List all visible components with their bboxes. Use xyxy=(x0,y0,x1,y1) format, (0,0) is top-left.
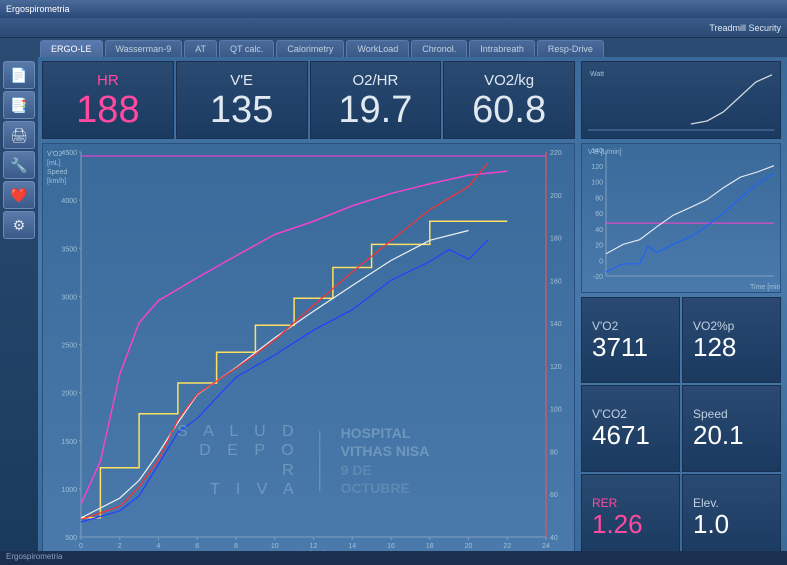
app-title: Ergospirometria xyxy=(6,4,70,14)
svg-text:20: 20 xyxy=(465,543,473,550)
svg-text:140: 140 xyxy=(550,321,562,328)
svg-text:3500: 3500 xyxy=(61,246,77,253)
tool2-icon[interactable]: ⚙ xyxy=(3,211,35,239)
heart-icon[interactable]: ❤️ xyxy=(3,181,35,209)
svg-text:-20: -20 xyxy=(593,274,603,281)
metric-o2hr: O2/HR19.7 xyxy=(310,61,442,139)
svg-text:Watt: Watt xyxy=(590,71,604,78)
svg-text:80: 80 xyxy=(595,195,603,202)
tab-workload[interactable]: WorkLoad xyxy=(346,40,409,57)
left-icon-bar: 📄📑🖨🔧❤️⚙ xyxy=(0,57,38,564)
svg-text:[mL]: [mL] xyxy=(47,160,61,167)
svg-text:0: 0 xyxy=(79,543,83,550)
svg-text:120: 120 xyxy=(550,364,562,371)
tab-wasserman9[interactable]: Wasserman-9 xyxy=(105,40,183,57)
print-icon[interactable]: 🖨 xyxy=(3,121,35,149)
tab-at[interactable]: AT xyxy=(184,40,217,57)
metric-ve: V'E135 xyxy=(176,61,308,139)
svg-text:500: 500 xyxy=(65,535,77,542)
svg-text:16: 16 xyxy=(387,543,395,550)
svg-text:100: 100 xyxy=(591,180,603,187)
svg-text:14: 14 xyxy=(348,543,356,550)
svg-text:18: 18 xyxy=(426,543,434,550)
right-column: Watt 140120100806040200-20V'E [L/min]Tim… xyxy=(581,61,781,560)
tab-bar: ERGO-LEWasserman-9ATQT calc.CalorimetryW… xyxy=(0,38,787,57)
main: 📄📑🖨🔧❤️⚙ HR188V'E135O2/HR19.7VO2/kg60.8 0… xyxy=(0,57,787,564)
tab-ergole[interactable]: ERGO-LE xyxy=(40,40,103,57)
toolbar-right: Treadmill Security xyxy=(709,23,781,33)
stat-elev: Elev.1.0 xyxy=(682,474,781,560)
svg-text:1000: 1000 xyxy=(61,487,77,494)
stats-grid: V'O23711VO2%p128V'CO24671Speed20.1RER1.2… xyxy=(581,297,781,560)
svg-text:2: 2 xyxy=(118,543,122,550)
titlebar: Ergospirometria xyxy=(0,0,787,18)
svg-text:40: 40 xyxy=(595,227,603,234)
svg-text:120: 120 xyxy=(591,164,603,171)
metric-hr: HR188 xyxy=(42,61,174,139)
svg-text:V'E [L/min]: V'E [L/min] xyxy=(588,149,622,156)
svg-text:80: 80 xyxy=(550,449,558,456)
stat-vco2: V'CO24671 xyxy=(581,385,680,471)
stat-rer: RER1.26 xyxy=(581,474,680,560)
tab-qtcalc[interactable]: QT calc. xyxy=(219,40,274,57)
svg-text:60: 60 xyxy=(595,211,603,218)
svg-text:4000: 4000 xyxy=(61,198,77,205)
secondary-chart: 140120100806040200-20V'E [L/min]Time [mi… xyxy=(581,143,781,293)
svg-text:4: 4 xyxy=(157,543,161,550)
svg-text:2500: 2500 xyxy=(61,343,77,350)
status-bar: Ergospirometria xyxy=(0,551,787,565)
svg-text:22: 22 xyxy=(503,543,511,550)
svg-text:60: 60 xyxy=(550,492,558,499)
doc-icon[interactable]: 📄 xyxy=(3,61,35,89)
svg-text:0: 0 xyxy=(599,258,603,265)
svg-text:24: 24 xyxy=(542,543,550,550)
stat-speed: Speed20.1 xyxy=(682,385,781,471)
svg-text:V'O2: V'O2 xyxy=(47,151,62,158)
svg-text:2000: 2000 xyxy=(61,391,77,398)
svg-text:220: 220 xyxy=(550,150,562,157)
toolbar: Treadmill Security xyxy=(0,18,787,38)
svg-text:10: 10 xyxy=(271,543,279,550)
stat-vo2p: VO2%p128 xyxy=(682,297,781,383)
tab-respdrive[interactable]: Resp-Drive xyxy=(537,40,604,57)
svg-text:Time [min]: Time [min] xyxy=(750,284,780,291)
metrics-row: HR188V'E135O2/HR19.7VO2/kg60.8 xyxy=(42,61,575,139)
tab-intrabreath[interactable]: Intrabreath xyxy=(469,40,535,57)
svg-text:6: 6 xyxy=(195,543,199,550)
svg-text:180: 180 xyxy=(550,236,562,243)
tab-chronol[interactable]: Chronol. xyxy=(411,40,467,57)
tab-calorimetry[interactable]: Calorimetry xyxy=(276,40,344,57)
svg-text:200: 200 xyxy=(550,193,562,200)
svg-text:3000: 3000 xyxy=(61,294,77,301)
svg-text:100: 100 xyxy=(550,407,562,414)
svg-text:40: 40 xyxy=(550,535,558,542)
svg-text:Speed: Speed xyxy=(47,169,67,176)
stat-vo2: V'O23711 xyxy=(581,297,680,383)
svg-text:8: 8 xyxy=(234,543,238,550)
svg-text:12: 12 xyxy=(310,543,318,550)
doc2-icon[interactable]: 📑 xyxy=(3,91,35,119)
metric-vo2kg: VO2/kg60.8 xyxy=(443,61,575,139)
svg-text:20: 20 xyxy=(595,243,603,250)
mini-chart: Watt xyxy=(581,61,781,139)
content: HR188V'E135O2/HR19.7VO2/kg60.8 024681012… xyxy=(38,57,787,564)
svg-text:1500: 1500 xyxy=(61,439,77,446)
main-chart: 0246810121416182022244500400035003000250… xyxy=(42,143,575,560)
left-column: HR188V'E135O2/HR19.7VO2/kg60.8 024681012… xyxy=(42,61,575,560)
svg-text:160: 160 xyxy=(550,278,562,285)
svg-text:[km/h]: [km/h] xyxy=(47,178,66,185)
svg-text:4500: 4500 xyxy=(61,150,77,157)
tool-icon[interactable]: 🔧 xyxy=(3,151,35,179)
